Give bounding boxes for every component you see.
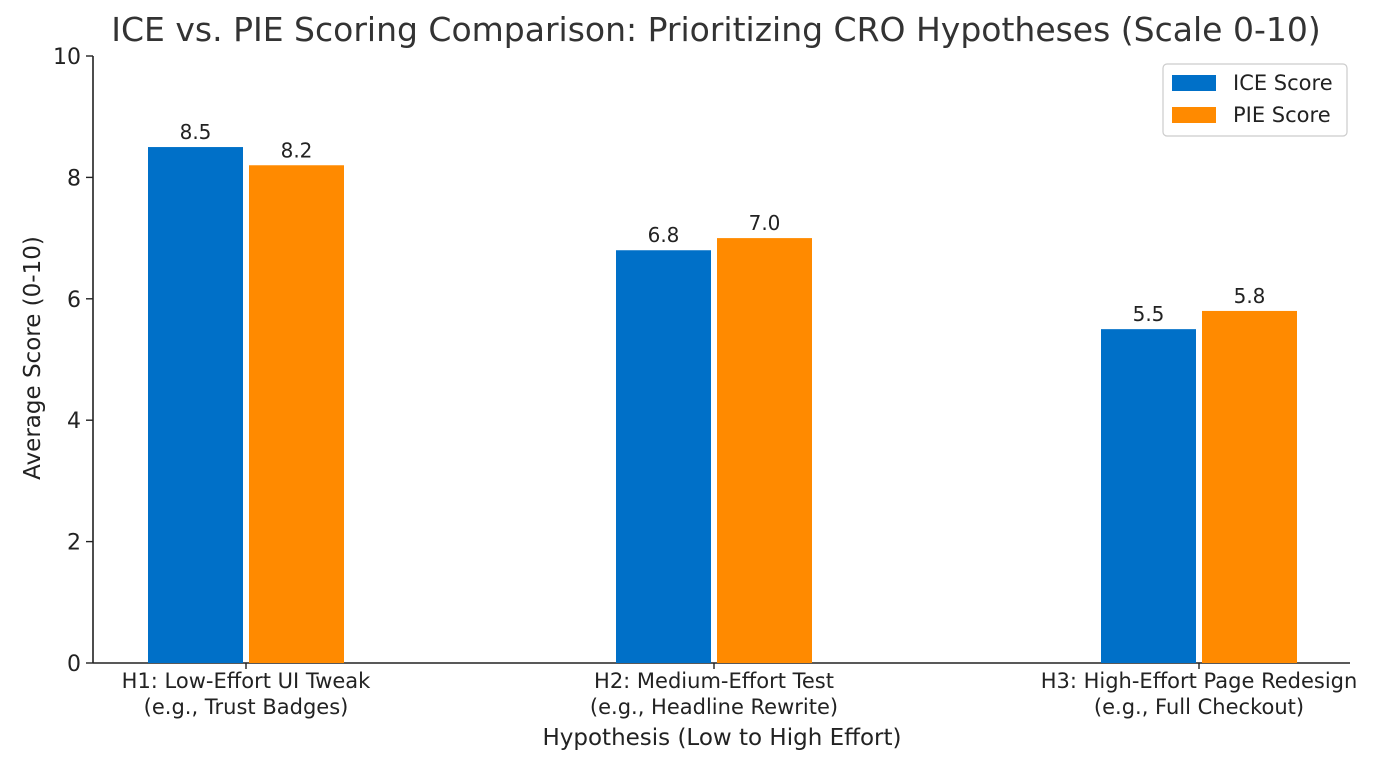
chart-title: ICE vs. PIE Scoring Comparison: Prioriti… bbox=[111, 10, 1320, 49]
legend-swatch bbox=[1172, 107, 1216, 123]
legend: ICE Score PIE Score bbox=[1162, 63, 1348, 137]
axes: 0 2 4 6 8 10 H1: Low-Effort UI Tweak(e.g., Tru… bbox=[53, 45, 1357, 719]
category-sublabel: (e.g., Trust Badges) bbox=[144, 695, 349, 719]
bar-value-label: 5.8 bbox=[1234, 284, 1266, 308]
legend-label: ICE Score bbox=[1233, 71, 1333, 95]
y-tick-label: 8 bbox=[67, 166, 81, 191]
y-tick-label: 10 bbox=[53, 45, 81, 70]
pie-bar bbox=[717, 238, 812, 663]
pie-bar bbox=[1202, 310, 1297, 663]
category-label: H1: Low-Effort UI Tweak bbox=[122, 669, 372, 693]
bar-value-label: 5.5 bbox=[1133, 302, 1165, 326]
category-label: H3: High-Effort Page Redesign bbox=[1041, 669, 1358, 693]
ice-bar bbox=[148, 147, 243, 664]
category-sublabel: (e.g., Full Checkout) bbox=[1094, 695, 1304, 719]
bar-value-label: 8.5 bbox=[180, 120, 212, 144]
y-tick-label: 0 bbox=[67, 652, 81, 677]
legend-swatch bbox=[1172, 75, 1216, 91]
category-sublabel: (e.g., Headline Rewrite) bbox=[590, 695, 838, 719]
ice-bar bbox=[616, 250, 711, 664]
category-label: H2: Medium-Effort Test bbox=[594, 669, 834, 693]
y-tick-label: 2 bbox=[67, 531, 81, 556]
bars bbox=[148, 147, 1297, 664]
x-axis-title: Hypothesis (Low to High Effort) bbox=[542, 725, 901, 751]
y-tick-label: 4 bbox=[67, 409, 81, 434]
bar-value-label: 8.2 bbox=[281, 138, 313, 162]
y-axis-title: Average Score (0-10) bbox=[20, 236, 46, 480]
ice-bar bbox=[1101, 329, 1196, 663]
legend-label: PIE Score bbox=[1233, 103, 1331, 127]
data-labels: 8.5 6.8 5.5 8.2 7.0 5.8 bbox=[180, 120, 1266, 326]
pie-bar bbox=[249, 165, 344, 663]
bar-value-label: 7.0 bbox=[749, 211, 781, 235]
y-tick-label: 6 bbox=[67, 288, 81, 313]
bar-value-label: 6.8 bbox=[648, 223, 680, 247]
